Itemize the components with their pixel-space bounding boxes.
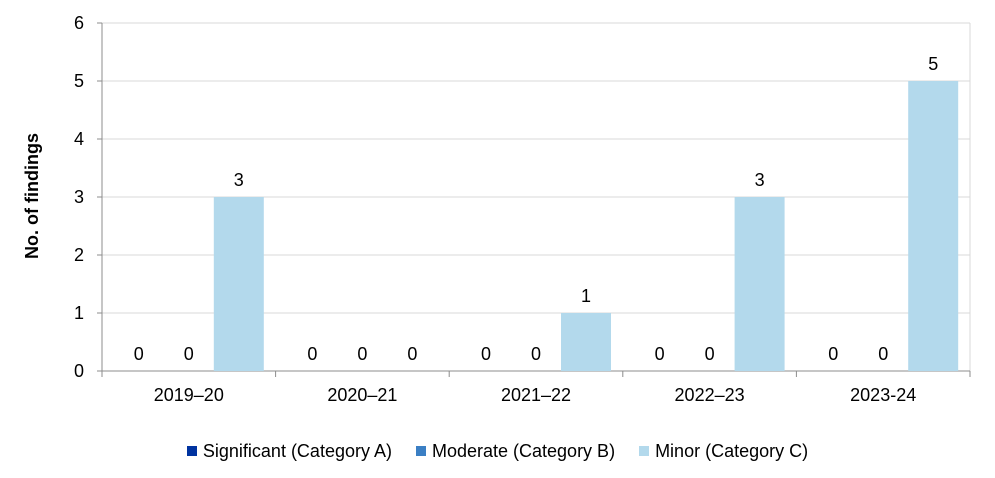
legend: Significant (Category A) Moderate (Categ… xyxy=(0,438,995,464)
legend-swatch-significant xyxy=(186,446,197,456)
x-tick-label: 2019–20 xyxy=(154,385,224,405)
x-tick-label: 2020–21 xyxy=(327,385,397,405)
data-label: 0 xyxy=(481,344,491,364)
y-axis-label: No. of findings xyxy=(22,133,42,259)
y-tick-label: 3 xyxy=(74,187,84,207)
legend-label-significant: Significant (Category A) xyxy=(202,440,392,461)
legend-label-minor: Minor (Category C) xyxy=(655,440,809,461)
bar-minor xyxy=(561,313,611,371)
data-label: 1 xyxy=(581,286,591,306)
data-label: 0 xyxy=(357,344,367,364)
y-tick-label: 4 xyxy=(74,129,84,149)
legend-item-moderate: Moderate (Category B) xyxy=(415,440,616,462)
y-tick-label: 6 xyxy=(74,13,84,33)
y-tick-label: 0 xyxy=(74,361,84,381)
y-tick-label: 5 xyxy=(74,71,84,91)
bar-minor xyxy=(908,81,959,371)
data-label: 0 xyxy=(307,344,317,364)
data-label: 0 xyxy=(184,344,194,364)
tick-labels: 0 1 2 3 4 5 6 2019–20 2020–21 2021–22 2022–23 2023-… xyxy=(74,13,916,405)
data-label: 0 xyxy=(407,344,417,364)
data-label: 3 xyxy=(755,170,765,190)
legend-swatch-moderate xyxy=(415,446,426,456)
data-label: 0 xyxy=(134,344,144,364)
bar-minor xyxy=(213,197,264,371)
x-tick-label: 2023-24 xyxy=(850,385,916,405)
legend-item-significant: Significant (Category A) xyxy=(186,440,392,462)
bar-minor xyxy=(734,197,785,371)
data-label: 0 xyxy=(828,344,838,364)
data-label: 0 xyxy=(878,344,888,364)
legend-swatch-minor xyxy=(639,446,650,456)
data-label: 0 xyxy=(705,344,715,364)
data-labels: 0 0 3 0 0 0 0 0 1 0 0 3 0 0 5 xyxy=(134,54,938,364)
data-label: 3 xyxy=(234,170,244,190)
x-tick-label: 2022–23 xyxy=(675,385,745,405)
data-label: 0 xyxy=(531,344,541,364)
data-label: 0 xyxy=(655,344,665,364)
data-label: 5 xyxy=(928,54,938,74)
bars xyxy=(213,81,959,371)
x-tick-label: 2021–22 xyxy=(501,385,571,405)
legend-item-minor: Minor (Category C) xyxy=(639,441,808,462)
y-tick-label: 2 xyxy=(74,245,84,265)
y-tick-label: 1 xyxy=(74,303,84,323)
legend-label-moderate: Moderate (Category B) xyxy=(431,440,616,461)
